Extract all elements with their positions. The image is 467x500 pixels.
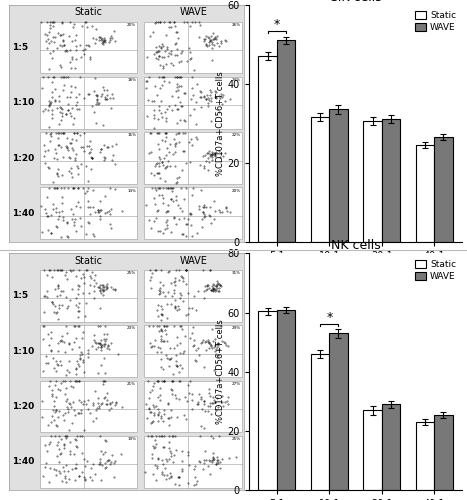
Text: 25%: 25% bbox=[232, 437, 241, 441]
Legend: Static, WAVE: Static, WAVE bbox=[414, 10, 458, 34]
Bar bbox=[144, 326, 242, 377]
Text: 18%: 18% bbox=[127, 78, 136, 82]
Bar bbox=[311, 354, 329, 490]
Text: 16%: 16% bbox=[127, 134, 136, 138]
Bar bbox=[40, 436, 137, 488]
Text: 20%: 20% bbox=[232, 188, 241, 192]
Text: 25%: 25% bbox=[127, 271, 136, 275]
Bar bbox=[40, 326, 137, 377]
Bar bbox=[277, 310, 295, 490]
Text: 1:10: 1:10 bbox=[12, 346, 34, 356]
Text: WAVE: WAVE bbox=[179, 256, 207, 266]
Text: 29%: 29% bbox=[232, 326, 241, 330]
Text: 20%: 20% bbox=[127, 22, 136, 26]
Title: NK cells: NK cells bbox=[331, 239, 381, 252]
Bar bbox=[363, 410, 382, 490]
Text: WAVE: WAVE bbox=[179, 8, 207, 18]
Text: 27%: 27% bbox=[232, 382, 241, 386]
Text: 22%: 22% bbox=[232, 134, 241, 138]
Bar bbox=[144, 188, 242, 239]
Text: 31%: 31% bbox=[232, 271, 241, 275]
Bar bbox=[329, 110, 347, 242]
Bar bbox=[40, 77, 137, 128]
Text: 14%: 14% bbox=[127, 188, 136, 192]
Y-axis label: %CD107a+CD56+T cells: %CD107a+CD56+T cells bbox=[216, 71, 225, 176]
Bar bbox=[416, 145, 434, 242]
Legend: Static, WAVE: Static, WAVE bbox=[414, 258, 458, 282]
Text: 1:10: 1:10 bbox=[12, 98, 34, 107]
Bar bbox=[382, 120, 400, 242]
Text: 23%: 23% bbox=[127, 326, 136, 330]
Title: CIK cells: CIK cells bbox=[329, 0, 382, 4]
Bar bbox=[258, 311, 277, 490]
Bar bbox=[144, 270, 242, 322]
Text: 1:20: 1:20 bbox=[12, 402, 34, 411]
Text: 1:40: 1:40 bbox=[12, 209, 34, 218]
Bar bbox=[277, 40, 295, 241]
X-axis label: E:T Ratio: E:T Ratio bbox=[333, 266, 379, 276]
Bar bbox=[144, 132, 242, 184]
Bar bbox=[40, 270, 137, 322]
Bar bbox=[40, 132, 137, 184]
Bar bbox=[311, 118, 329, 242]
Text: 1:5: 1:5 bbox=[12, 43, 28, 52]
Text: *: * bbox=[326, 311, 333, 324]
Bar bbox=[40, 380, 137, 432]
Text: *: * bbox=[274, 18, 280, 30]
Text: 21%: 21% bbox=[127, 382, 136, 386]
Bar bbox=[329, 334, 347, 490]
Text: Static: Static bbox=[75, 256, 103, 266]
Bar bbox=[40, 22, 137, 74]
Bar bbox=[40, 188, 137, 239]
Y-axis label: %CD107a+CD56+T cells: %CD107a+CD56+T cells bbox=[216, 320, 225, 424]
Text: 19%: 19% bbox=[127, 437, 136, 441]
Bar bbox=[144, 22, 242, 74]
Text: 1:40: 1:40 bbox=[12, 458, 34, 466]
Bar bbox=[144, 77, 242, 128]
Text: 1:20: 1:20 bbox=[12, 154, 34, 162]
Bar bbox=[363, 122, 382, 242]
Bar bbox=[434, 414, 453, 490]
Bar bbox=[416, 422, 434, 490]
Text: 26%: 26% bbox=[232, 22, 241, 26]
Text: Static: Static bbox=[75, 8, 103, 18]
Text: 1:5: 1:5 bbox=[12, 292, 28, 300]
Text: 24%: 24% bbox=[232, 78, 241, 82]
Bar bbox=[144, 436, 242, 488]
Bar bbox=[382, 404, 400, 490]
Bar bbox=[144, 380, 242, 432]
Bar bbox=[434, 137, 453, 242]
Bar bbox=[258, 56, 277, 242]
